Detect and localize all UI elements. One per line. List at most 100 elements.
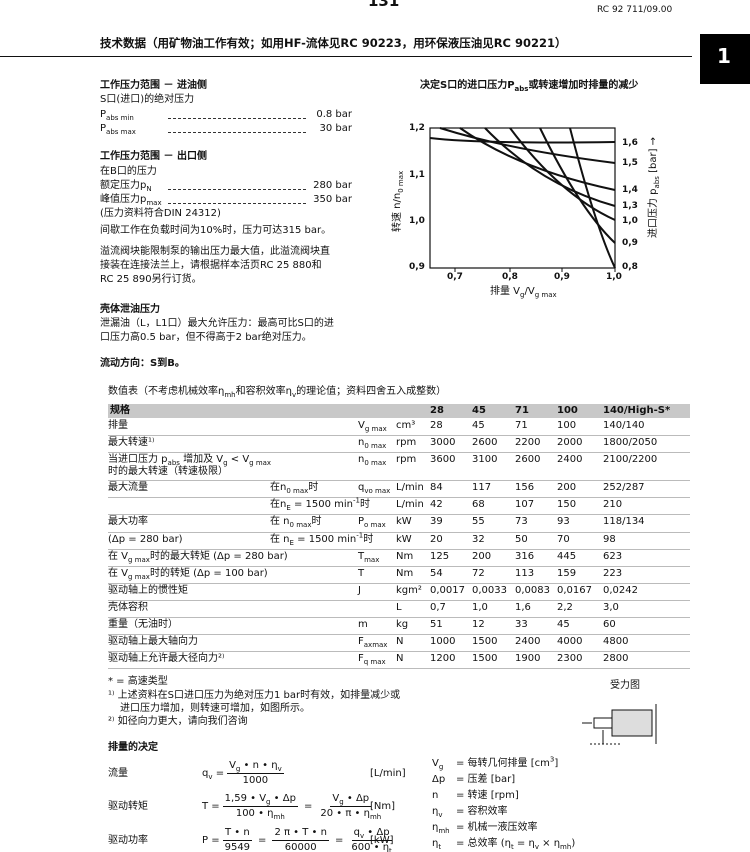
formula-lhs: P = — [202, 834, 220, 846]
table-cell: 70 — [557, 534, 570, 545]
table-cell: 2300 — [557, 653, 583, 664]
numerator-part: 1,59 • V — [224, 793, 267, 804]
table-cell: 68 — [472, 499, 485, 510]
tick-label: 1,4 — [622, 185, 638, 195]
row-unit: Nm — [396, 568, 414, 579]
formula-lhs-part: v — [208, 772, 213, 781]
row-label: 峰值压力pmax — [100, 194, 162, 207]
section-heading: 排量的决定 — [108, 742, 158, 753]
axis-label-part: 进口压力 p — [648, 188, 659, 238]
numerator: 2 π • T • n — [272, 827, 329, 841]
table-cell: 60 — [603, 619, 616, 630]
table-cell: 445 — [557, 551, 577, 562]
table-cell: 0,0242 — [603, 585, 638, 596]
row-condition-part: 在n — [270, 499, 287, 510]
table-cell: 2600 — [515, 454, 541, 465]
legend-symbol: Δp — [432, 774, 446, 785]
row-condition-part: = 1500 min — [290, 499, 354, 510]
table-cell: 1500 — [472, 636, 498, 647]
axis-label-part: [bar] → — [648, 136, 659, 177]
header-cell: 71 — [515, 405, 529, 416]
row-unit: rpm — [396, 437, 417, 448]
tick-label: 1,5 — [622, 158, 638, 168]
row-condition: 在n0 max时 — [270, 482, 318, 495]
legend-text: = 每转几何排量 [cm3] — [456, 755, 558, 770]
row-label: 额定压力pN — [100, 180, 152, 193]
axis-label-part: 转速 n/n — [392, 192, 403, 232]
table-cell: 2600 — [472, 437, 498, 448]
paragraph: RC 25 890另行订货。 — [100, 274, 202, 285]
row-condition-part: 时 — [363, 534, 374, 545]
table-cell: 0,0167 — [557, 585, 592, 596]
legend-text: = 总效率 (ηt = ηv × ηmh) — [456, 838, 575, 851]
tick-label: 0,9 — [622, 238, 638, 248]
row-label-part: 在 V — [108, 551, 129, 562]
leader — [168, 132, 306, 133]
table-cell: 93 — [557, 516, 570, 527]
table-cell: 20 — [430, 534, 443, 545]
numerator-part: V — [332, 793, 340, 804]
legend-symbol-part: mh — [438, 827, 450, 835]
legend-symbol: n — [432, 790, 439, 801]
row-label: Pabs max — [100, 123, 136, 136]
row-condition-part: -1 — [356, 531, 364, 540]
table-cell: 1,6 — [515, 602, 531, 613]
formula-eq: = — [303, 800, 313, 812]
numerator-part: • Δp — [343, 793, 370, 804]
axis-label: 排量 Vg/Vg max — [490, 286, 557, 299]
row-label-part: 时的最大转矩 (Δp = 280 bar) — [149, 551, 288, 562]
tick-label: 0,8 — [622, 262, 638, 272]
row-label-part: abs min — [106, 114, 134, 122]
row-label-part: g max — [249, 459, 272, 467]
row-label: 最大功率 — [108, 516, 148, 527]
paragraph: (压力资料符合DIN 24312) — [100, 208, 221, 219]
table-cell: 45 — [557, 619, 570, 630]
axis-label: 进口压力 pabs [bar] → — [648, 136, 661, 238]
table-header-bg — [108, 404, 690, 418]
row-label: 在 Vg max时的最大转矩 (Δp = 280 bar) — [108, 551, 288, 564]
row-label-part: 增加及 V — [179, 454, 224, 465]
numerator-part: v — [359, 832, 365, 840]
numerator: Vg • n • ηv — [227, 760, 284, 774]
legend-text-part: × η — [538, 838, 561, 849]
legend-symbol: ηmh — [432, 822, 450, 835]
legend-text: = 容积效率 — [456, 806, 508, 817]
row-condition: 在nE = 1500 min-1时 — [270, 497, 370, 511]
table-cell: 1500 — [472, 653, 498, 664]
axis-label-part: /V — [524, 286, 535, 297]
fraction: 1,59 • Vg • Δp 100 • ηmh — [222, 793, 298, 821]
axis-label-part: g — [520, 291, 525, 299]
row-rule — [108, 668, 690, 669]
row-symbol: qvo max — [358, 482, 390, 495]
paragraph: 流动方向：S到B。 — [100, 358, 185, 369]
section-tab — [700, 34, 750, 84]
header-cell: 28 — [430, 405, 444, 416]
formula-label: 驱动转矩 — [108, 801, 148, 812]
table-cell: 4000 — [557, 636, 583, 647]
row-symbol-part: V — [358, 420, 365, 431]
header-cell: 100 — [557, 405, 578, 416]
paragraph: S口(进口)的绝对压力 — [100, 94, 195, 105]
numerator: qv • Δp — [351, 827, 392, 841]
numerator: T • n — [222, 827, 252, 841]
legend-symbol: ηv — [432, 806, 443, 819]
formula-unit: [L/min] — [370, 768, 406, 779]
row-unit: N — [396, 653, 404, 664]
row-value: 350 bar — [313, 194, 352, 205]
legend-text-part: mh — [560, 843, 572, 851]
row-symbol: Fq max — [358, 653, 386, 666]
row-label-part: 峰值压力p — [100, 194, 147, 205]
leader — [168, 118, 306, 119]
table-cell: 150 — [557, 499, 577, 510]
table-cell: 1900 — [515, 653, 541, 664]
table-cell: 1200 — [430, 653, 456, 664]
table-cell: 1800/2050 — [603, 437, 658, 448]
row-label-part: P — [100, 109, 107, 120]
axis-label-part: 0 max — [397, 170, 405, 193]
table-cell: 84 — [430, 482, 443, 493]
footnote: ²⁾ 如径向力更大，请向我们咨询 — [108, 716, 248, 727]
denominator: 600 • ηt — [349, 841, 393, 852]
legend-text-part: 3 — [549, 755, 555, 764]
table-caption-part: 和容积效率η — [235, 386, 292, 397]
row-symbol-part: 0 max — [364, 459, 387, 467]
